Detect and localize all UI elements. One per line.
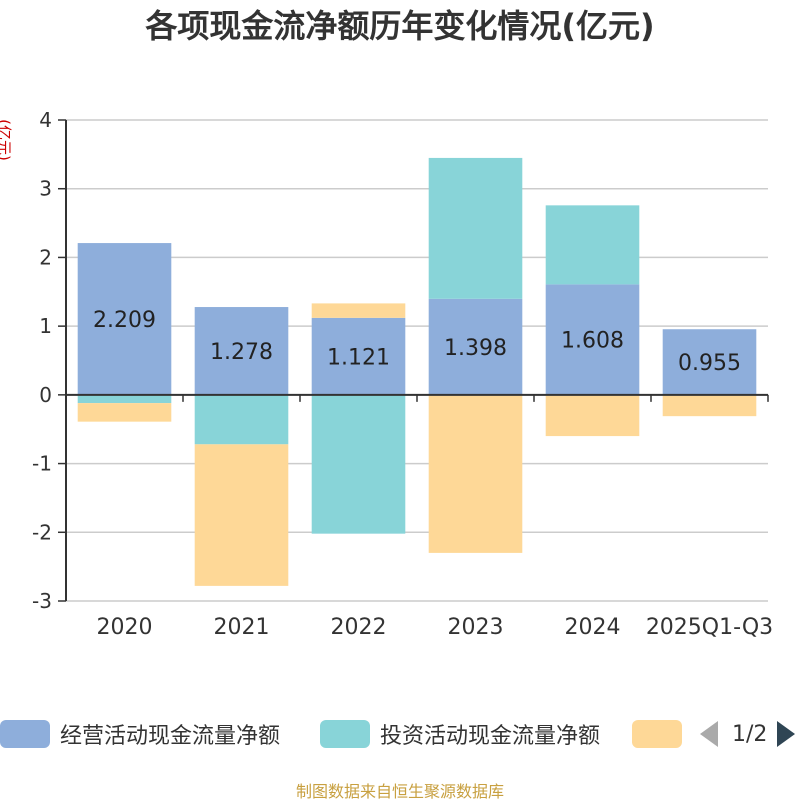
bar-series0-0	[77, 243, 172, 395]
data-source-note: 制图数据来自恒生聚源数据库	[295, 782, 504, 801]
bar-series1-3	[428, 157, 523, 299]
data-label-0-0: 2.209	[93, 308, 156, 333]
bar-series0-3	[428, 298, 523, 395]
legend-item-operating[interactable]: 经营活动现金流量净额	[0, 714, 280, 754]
chart-plot: 4 3 2 1 0 -1 -2 -3 2.209 1.278 1.121 1.398 1.608 0.95…	[32, 108, 773, 640]
y-tick-label-4: 0	[39, 383, 52, 407]
y-tick-label-3: 1	[39, 314, 52, 338]
bar-series1-4	[545, 205, 640, 285]
x-tick-label-0: 2020	[97, 615, 153, 640]
legend-pager: 1/2	[700, 714, 796, 754]
legend-swatch-operating	[0, 720, 50, 748]
legend-swatch-financing	[632, 720, 682, 748]
y-tick-label-1: 3	[39, 177, 52, 201]
data-label-0-3: 1.398	[444, 336, 507, 361]
x-tick-label-5: 2025Q1-Q3	[646, 615, 773, 640]
x-tick-label-2: 2022	[331, 615, 387, 640]
data-label-0-2: 1.121	[327, 345, 390, 370]
bar-series1-0	[77, 394, 172, 404]
legend-page-indicator: 1/2	[732, 721, 768, 747]
y-tick-label-7: -3	[32, 589, 52, 613]
bar-series2-0	[77, 403, 172, 422]
bar-series1-2	[311, 394, 406, 534]
bar-series0-2	[311, 317, 406, 395]
bar-series1-1	[194, 394, 289, 445]
next-page-icon[interactable]	[777, 721, 796, 747]
chart-title: 各项现金流净额历年变化情况(亿元)	[145, 7, 655, 45]
bar-series0-5	[662, 329, 757, 395]
y-tick-label-0: 4	[39, 108, 52, 132]
bar-series0-4	[545, 284, 640, 395]
data-label-0-5: 0.955	[678, 351, 741, 376]
legend: 经营活动现金流量净额 投资活动现金流量净额 1/2	[0, 714, 800, 754]
data-label-0-4: 1.608	[561, 329, 624, 354]
previous-page-icon[interactable]	[700, 721, 718, 747]
legend-label-investing: 投资活动现金流量净额	[380, 724, 601, 749]
data-label-0-1: 1.278	[210, 340, 273, 365]
bar-series0-1	[194, 307, 289, 395]
bar-series2-2	[311, 303, 406, 318]
bar-series2-3	[428, 394, 523, 553]
y-tick-label-2: 2	[39, 245, 52, 269]
legend-label-operating: 经营活动现金流量净额	[60, 724, 281, 749]
y-tick-label-5: -1	[32, 452, 52, 476]
legend-swatch-investing	[320, 720, 370, 748]
bar-series2-4	[545, 394, 640, 437]
x-tick-label-3: 2023	[448, 615, 504, 640]
x-tick-label-1: 2021	[214, 615, 270, 640]
legend-item-investing[interactable]: 投资活动现金流量净额	[320, 714, 600, 754]
y-tick-label-6: -2	[32, 520, 52, 544]
legend-item-financing[interactable]	[632, 714, 692, 754]
x-tick-label-4: 2024	[565, 615, 621, 640]
bar-series2-1	[194, 444, 289, 586]
bar-series2-5	[662, 395, 757, 417]
